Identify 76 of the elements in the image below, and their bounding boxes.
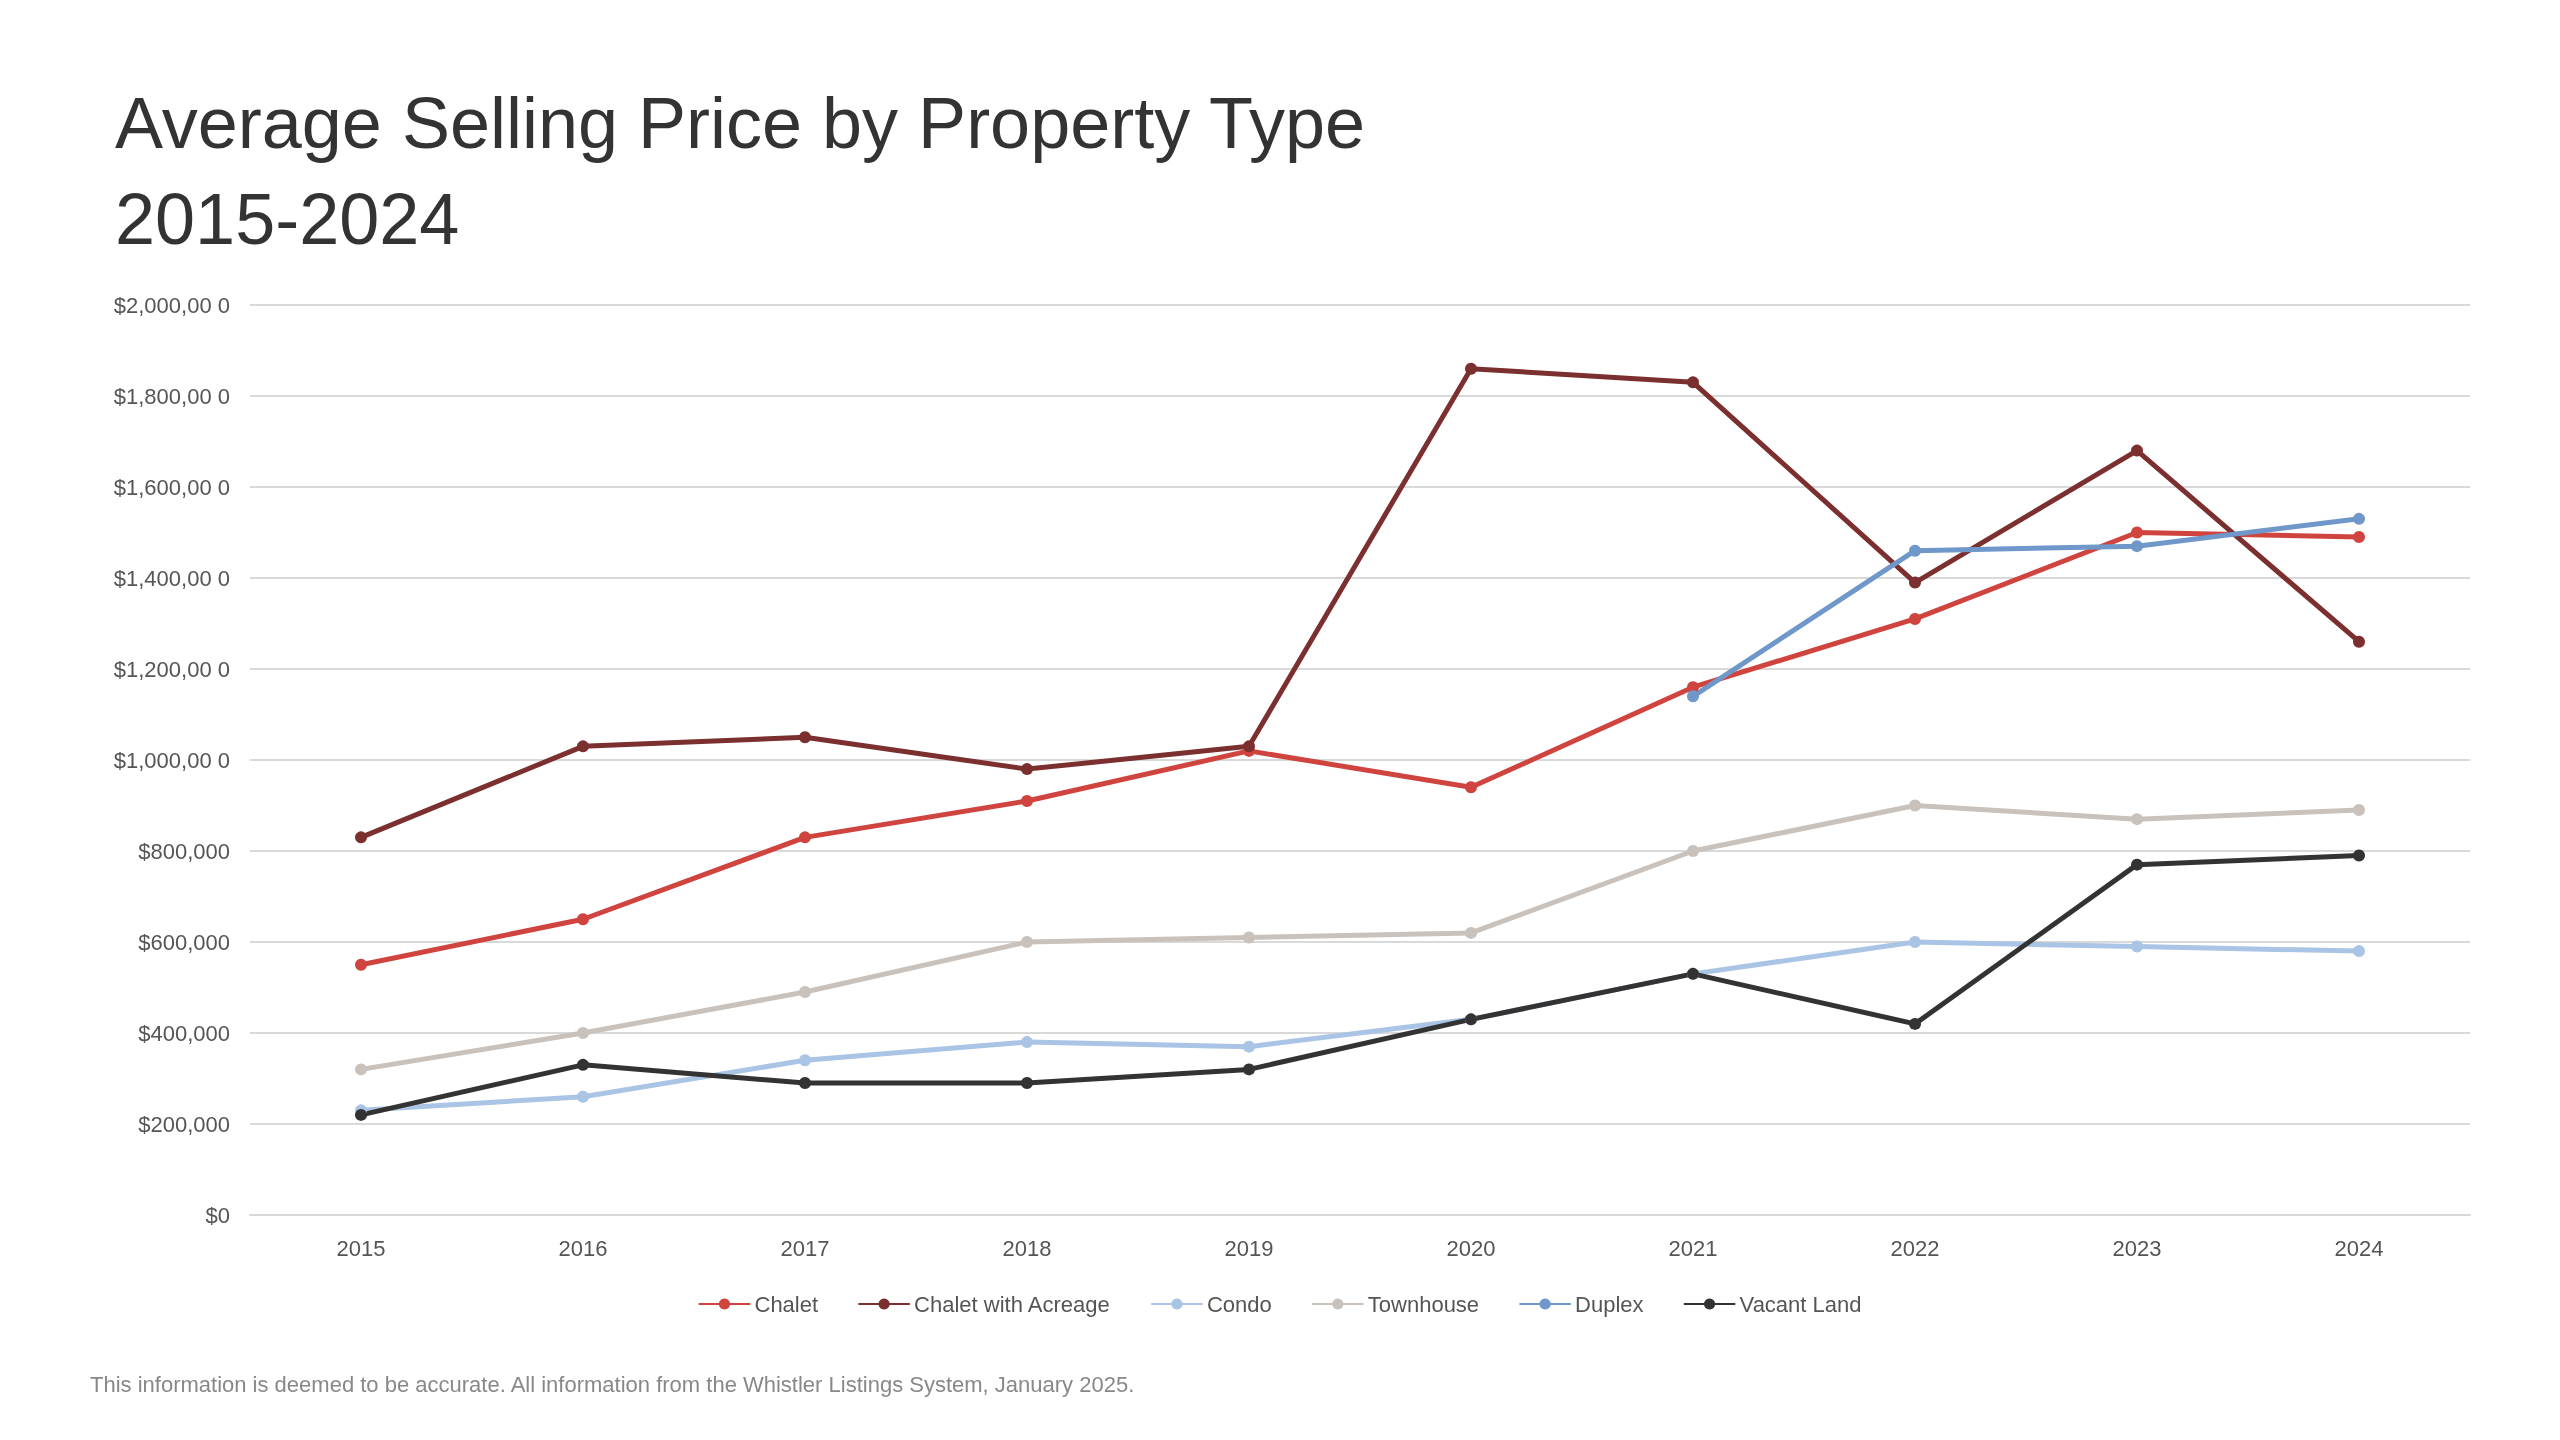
point	[799, 731, 811, 744]
point	[799, 1077, 811, 1090]
legend-label: Chalet with Acreage	[914, 1291, 1110, 1317]
point	[1687, 690, 1699, 703]
point	[577, 1027, 589, 1039]
point	[1687, 376, 1699, 389]
x-tick-label: 2018	[1002, 1235, 1052, 1261]
point	[2353, 804, 2365, 817]
y-tick-label: $1,800,00 0	[113, 383, 230, 409]
legend-label: Townhouse	[1367, 1291, 1480, 1317]
x-tick-label: 2019	[1224, 1235, 1274, 1261]
point	[1909, 612, 1921, 625]
point	[1909, 1017, 1921, 1030]
point	[1243, 1040, 1255, 1053]
point	[2131, 858, 2143, 871]
point	[2353, 945, 2365, 958]
x-tick-label: 2020	[1446, 1235, 1496, 1261]
y-tick-label: $200,000	[138, 1111, 230, 1137]
point	[2353, 531, 2365, 544]
point	[799, 831, 811, 844]
point	[2353, 635, 2365, 648]
y-tick-label: $600,000	[138, 929, 230, 955]
point	[1465, 926, 1477, 939]
point	[1021, 794, 1033, 807]
chart-title: Average Selling Price by Property Type 2015-2024	[115, 83, 1366, 259]
point	[1909, 544, 1921, 557]
point	[2131, 813, 2143, 826]
point	[1909, 799, 1921, 812]
x-tick-label: 2017	[780, 1235, 830, 1261]
x-tick-label: 2024	[2334, 1235, 2384, 1261]
legend-label: Duplex	[1575, 1291, 1644, 1317]
y-tick-label: $400,000	[138, 1020, 230, 1046]
point	[1021, 1077, 1033, 1090]
point	[577, 1090, 589, 1103]
point	[799, 986, 811, 999]
point	[1021, 763, 1033, 776]
point	[2353, 512, 2365, 525]
point	[2131, 940, 2143, 953]
x-tick-label: 2016	[558, 1235, 608, 1261]
point	[1243, 931, 1255, 944]
legend-label: Vacant Land	[1739, 1291, 1862, 1317]
x-tick-label: 2023	[2112, 1235, 2162, 1261]
point	[1021, 1036, 1033, 1049]
point	[355, 958, 367, 971]
point	[577, 1058, 589, 1071]
point	[2131, 540, 2143, 553]
point	[2131, 444, 2143, 457]
y-tick-label: $1,600,00 0	[113, 474, 230, 500]
point	[1909, 936, 1921, 948]
text: This information is deemed to be accurate. All information from the Whistler Listings System, January 2025.	[90, 1371, 1135, 1397]
x-tick-label: 2015	[336, 1235, 386, 1261]
point	[355, 1108, 367, 1121]
point	[1909, 576, 1921, 589]
point	[1465, 781, 1477, 794]
point	[1021, 936, 1033, 948]
y-tick-label: $2,000,00 0	[113, 292, 230, 318]
point	[355, 1063, 367, 1076]
point	[355, 831, 367, 844]
y-tick-label: $0	[205, 1202, 230, 1228]
point	[577, 740, 589, 753]
point	[577, 913, 589, 926]
y-tick-label: $1,200,00 0	[113, 656, 230, 682]
y-tick-label: $1,000,00 0	[113, 747, 230, 773]
y-tick-label: $800,000	[138, 838, 230, 864]
point	[1243, 740, 1255, 753]
point	[1687, 845, 1699, 857]
point	[1243, 1063, 1255, 1076]
legend-label: Condo	[1206, 1291, 1272, 1317]
y-tick-label: $1,400,00 0	[113, 565, 230, 591]
point	[1465, 362, 1477, 375]
x-tick-label: 2021	[1668, 1235, 1718, 1261]
x-tick-label: 2022	[1890, 1235, 1940, 1261]
point	[2353, 849, 2365, 862]
point	[799, 1054, 811, 1067]
legend-label: Chalet	[754, 1291, 819, 1317]
point	[2131, 526, 2143, 539]
